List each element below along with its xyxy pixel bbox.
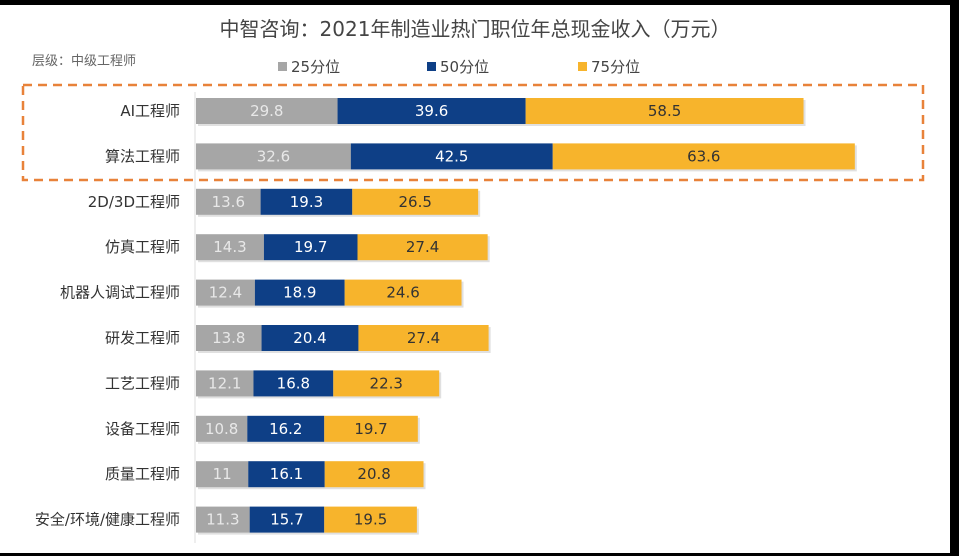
bar-segment <box>261 325 359 351</box>
category-label: AI工程师 <box>120 102 180 120</box>
category-label: 仿真工程师 <box>105 238 180 256</box>
legend-item-p75: 75分位 <box>578 56 640 77</box>
data-label: 16.2 <box>269 420 302 438</box>
data-label: 63.6 <box>687 147 720 165</box>
bar-segment <box>552 143 855 170</box>
legend-swatch <box>427 62 436 71</box>
data-label: 19.7 <box>294 238 327 256</box>
data-label: 16.8 <box>277 374 310 392</box>
data-label: 12.4 <box>209 284 242 302</box>
bar-segment <box>247 415 325 442</box>
data-label: 10.8 <box>205 420 238 438</box>
bar-segment <box>263 234 358 261</box>
bar-segment <box>196 370 254 397</box>
category-label: 2D/3D工程师 <box>88 193 180 211</box>
bar-segment <box>344 279 462 306</box>
bar-segment <box>196 325 262 351</box>
legend-label: 75分位 <box>591 58 641 76</box>
bar-segment <box>196 234 264 261</box>
category-label: 机器人调试工程师 <box>60 284 180 302</box>
data-label: 13.6 <box>212 193 245 211</box>
data-label: 58.5 <box>648 102 681 120</box>
data-label: 27.4 <box>406 238 439 256</box>
bar-segment <box>248 461 325 488</box>
legend-item-p50: 50分位 <box>427 56 489 77</box>
data-label: 18.9 <box>283 284 316 302</box>
data-label: 20.8 <box>357 465 390 483</box>
highlight-box <box>21 83 925 182</box>
data-label: 15.7 <box>270 511 303 529</box>
bar-segment <box>196 279 255 306</box>
legend-swatch <box>278 62 287 71</box>
bar-segment <box>196 415 248 442</box>
bar-segment <box>324 461 424 488</box>
data-label: 11.3 <box>206 511 239 529</box>
bar-segment <box>324 415 418 442</box>
legend-label: 50分位 <box>440 58 490 76</box>
bar-segment <box>352 188 479 215</box>
data-label: 26.5 <box>399 193 432 211</box>
bar-segment <box>196 143 351 170</box>
bar-segment <box>525 98 804 124</box>
bar-segment <box>196 98 338 124</box>
bar-segment <box>253 370 334 397</box>
bar-segment <box>260 188 353 215</box>
data-label: 11 <box>213 465 232 483</box>
chart-frame: 中智咨询：2021年制造业热门职位年总现金收入（万元） 层级：中级工程师 25分… <box>0 5 950 553</box>
category-label: 研发工程师 <box>105 329 180 347</box>
data-label: 32.6 <box>257 147 290 165</box>
data-label: 14.3 <box>213 238 246 256</box>
chart-title: 中智咨询：2021年制造业热门职位年总现金收入（万元） <box>219 17 731 41</box>
bar-segment <box>358 325 489 351</box>
data-label: 19.7 <box>354 420 387 438</box>
bar-segment <box>196 188 261 215</box>
data-label: 19.5 <box>354 511 387 529</box>
data-label: 39.6 <box>415 102 448 120</box>
data-label: 13.8 <box>212 329 245 347</box>
bar-segment <box>249 506 325 533</box>
data-label: 16.1 <box>270 465 303 483</box>
category-label: 工艺工程师 <box>105 374 180 392</box>
data-label: 42.5 <box>435 147 468 165</box>
data-label: 22.3 <box>370 374 403 392</box>
bar-segment <box>350 143 553 170</box>
legend-label: 25分位 <box>291 58 341 76</box>
category-label: 质量工程师 <box>105 465 180 483</box>
chart-subtitle: 层级：中级工程师 <box>32 54 137 69</box>
bar-segment <box>357 234 488 261</box>
category-label: 安全/环境/健康工程师 <box>35 511 180 529</box>
data-label: 29.8 <box>250 102 283 120</box>
category-label: 算法工程师 <box>105 147 180 165</box>
bar-segment <box>254 279 345 306</box>
bar-segment <box>196 506 250 533</box>
data-label: 19.3 <box>290 193 323 211</box>
data-label: 27.4 <box>407 329 440 347</box>
category-label: 设备工程师 <box>105 420 180 438</box>
bar-segment <box>324 506 417 533</box>
data-label: 12.1 <box>208 374 241 392</box>
bar-segment <box>196 461 249 488</box>
legend-swatch <box>578 62 587 71</box>
data-label: 24.6 <box>386 284 419 302</box>
bar-segment <box>337 98 526 124</box>
data-label: 20.4 <box>293 329 326 347</box>
legend-item-p25: 25分位 <box>278 56 340 77</box>
bar-segment <box>333 370 440 397</box>
